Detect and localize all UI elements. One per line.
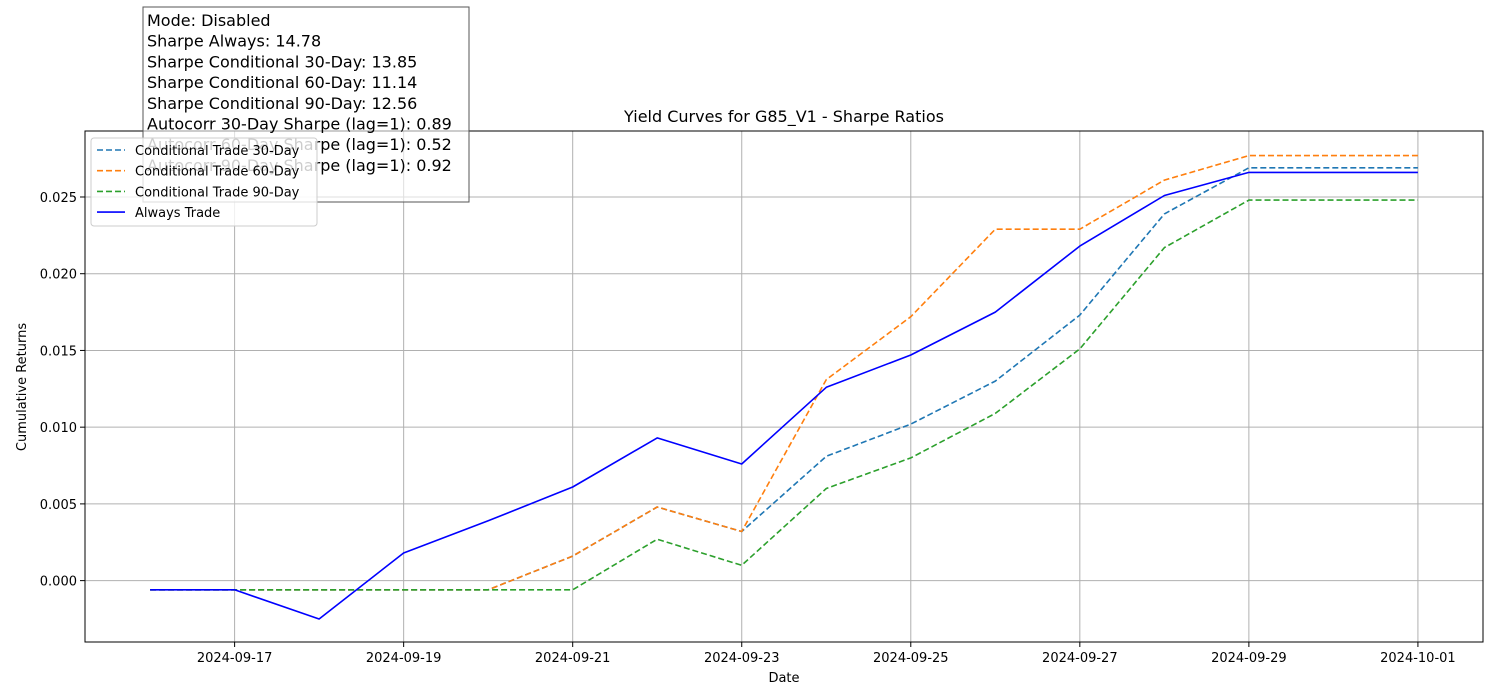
x-tick-label: 2024-09-21 (535, 651, 611, 666)
legend-label: Conditional Trade 30-Day (135, 144, 300, 159)
x-axis-label: Date (768, 671, 799, 686)
stats-line: Sharpe Conditional 90-Day: 12.56 (147, 94, 417, 113)
y-axis-label: Cumulative Returns (15, 323, 30, 451)
y-tick-label: 0.025 (40, 191, 77, 206)
axis-ticks: 2024-09-17 2024-09-19 2024-09-21 2024-09-23… (40, 191, 1456, 666)
y-tick-label: 0.005 (40, 498, 77, 513)
y-tick-label: 0.020 (40, 268, 77, 283)
series-line-conditional-trade-90-day (150, 199, 1418, 591)
y-tick-label: 0.000 (40, 575, 77, 590)
y-tick-label: 0.010 (40, 421, 77, 436)
stats-line: Sharpe Always: 14.78 (147, 32, 321, 51)
series-lines (150, 154, 1418, 620)
series-line-conditional-trade-60-day (150, 154, 1418, 591)
legend-label: Always Trade (135, 206, 220, 221)
chart-title: Yield Curves for G85_V1 - Sharpe Ratios (623, 107, 944, 127)
x-tick-label: 2024-09-29 (1211, 651, 1287, 666)
x-tick-label: 2024-10-01 (1380, 651, 1456, 666)
stats-line: Autocorr 30-Day Sharpe (lag=1): 0.89 (147, 115, 452, 134)
stats-line: Sharpe Conditional 30-Day: 13.85 (147, 52, 417, 71)
stats-line: Mode: Disabled (147, 11, 271, 30)
legend-label: Conditional Trade 90-Day (135, 185, 300, 200)
x-tick-label: 2024-09-17 (197, 651, 273, 666)
legend-label: Conditional Trade 60-Day (135, 165, 300, 180)
stats-line: Sharpe Conditional 60-Day: 11.14 (147, 73, 417, 92)
plot-area-frame (84, 130, 1484, 643)
x-tick-label: 2024-09-25 (873, 651, 949, 666)
series-line-always-trade (150, 171, 1418, 620)
y-tick-label: 0.015 (40, 344, 77, 359)
x-tick-label: 2024-09-27 (1042, 651, 1118, 666)
x-tick-label: 2024-09-23 (704, 651, 780, 666)
legend: Conditional Trade 30-Day Conditional Trad… (90, 137, 318, 227)
x-tick-label: 2024-09-19 (366, 651, 442, 666)
